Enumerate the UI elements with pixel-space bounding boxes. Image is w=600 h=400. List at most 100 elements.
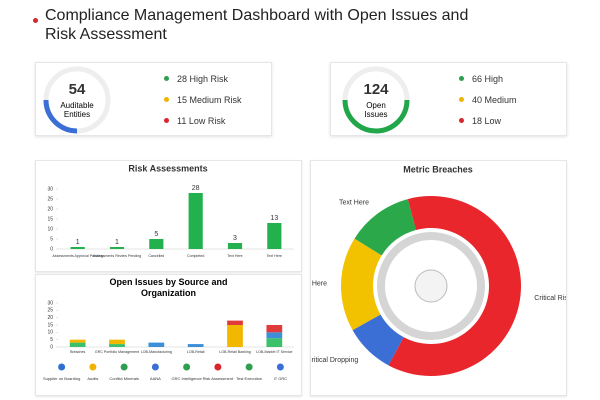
bar-segment bbox=[109, 339, 125, 345]
kpi-dot bbox=[164, 97, 169, 102]
x-tick-label: Assessments Review Pending bbox=[93, 254, 141, 258]
panel: Open Issues by Source and Organization 0… bbox=[35, 274, 302, 396]
kpi-item: 28 High Risk bbox=[164, 68, 242, 89]
x-tick-label: Completed bbox=[187, 254, 204, 258]
ring-arc bbox=[43, 99, 78, 134]
kpi-label: Auditable Entities bbox=[60, 101, 94, 119]
bar-segment bbox=[266, 338, 283, 347]
bar bbox=[227, 243, 243, 249]
kpi-item: 66 High bbox=[459, 68, 517, 89]
kpi-item-text: 18 Low bbox=[472, 115, 502, 126]
source-label: GRC Intelligence bbox=[172, 376, 203, 381]
chart-title: Open Issues by Source and Organization bbox=[109, 277, 228, 298]
kpi-item: 11 Low Risk bbox=[164, 110, 242, 131]
value-label: 3 bbox=[233, 235, 237, 242]
kpi-ring: 124 bbox=[342, 66, 410, 134]
source-icon bbox=[120, 363, 128, 371]
kpi-dot bbox=[164, 118, 169, 123]
center-icon bbox=[414, 269, 448, 303]
x-tick-label: LOB-Retail bbox=[187, 350, 205, 354]
segment-label: Critical Rising bbox=[534, 295, 566, 302]
source-icon bbox=[276, 363, 284, 371]
x-tick-label: LOB-Manufacturing bbox=[141, 350, 172, 354]
kpi-item-text: 40 Medium bbox=[472, 94, 517, 105]
source-icon bbox=[151, 363, 159, 371]
value-label: 5 bbox=[154, 231, 158, 238]
y-tick-label: 25 bbox=[47, 308, 53, 314]
source-icon bbox=[214, 363, 222, 371]
ring-arc bbox=[342, 99, 410, 134]
segment-label: Critical Dropping bbox=[311, 357, 358, 364]
panel: Metric Breaches Critical Rising Critical D… bbox=[297, 160, 577, 396]
donut-segment bbox=[388, 196, 521, 376]
kpi-list: 66 High 40 Medium 18 Low bbox=[459, 68, 517, 131]
bar-segment bbox=[69, 342, 86, 347]
y-tick-label: 20 bbox=[47, 315, 53, 321]
inner-ring bbox=[377, 232, 485, 340]
x-tick-label: LOB-Market IT Service bbox=[256, 350, 292, 354]
kpi-card: 124 Open Issues 66 High 40 Medium 18 Low bbox=[330, 62, 567, 136]
bar-segment bbox=[187, 344, 204, 347]
y-tick-label: 5 bbox=[50, 236, 53, 242]
y-tick-label: 25 bbox=[47, 196, 53, 202]
segment-label: Text Here bbox=[311, 281, 327, 288]
y-tick-label: 20 bbox=[47, 206, 53, 212]
kpi-item: 40 Medium bbox=[459, 89, 517, 110]
kpi-label: Open Issues bbox=[364, 101, 388, 119]
y-tick-label: 30 bbox=[47, 186, 53, 192]
y-tick-label: 10 bbox=[47, 226, 53, 232]
kpi-dot bbox=[459, 97, 464, 102]
kpi-item-text: 15 Medium Risk bbox=[177, 94, 242, 105]
source-label: Test Execution bbox=[236, 376, 262, 381]
y-tick-label: 5 bbox=[50, 337, 53, 343]
y-tick-label: 30 bbox=[47, 300, 53, 306]
source-icon bbox=[245, 363, 253, 371]
kpi-item-text: 11 Low Risk bbox=[177, 115, 226, 126]
bar bbox=[267, 223, 282, 249]
bar bbox=[70, 247, 85, 249]
y-tick-label: 0 bbox=[50, 246, 53, 252]
title-dot bbox=[33, 18, 38, 23]
y-tick-label: 15 bbox=[47, 322, 53, 328]
value-label: 13 bbox=[270, 215, 278, 222]
donut-segment bbox=[352, 314, 404, 366]
bar-segment bbox=[148, 342, 165, 347]
y-tick-label: 0 bbox=[50, 344, 53, 350]
source-icon bbox=[58, 363, 66, 371]
bar-chart: Risk Assessments0510152025301Assessments… bbox=[47, 163, 294, 258]
segment-label: Text Here bbox=[339, 199, 369, 206]
donut-segment bbox=[341, 238, 382, 331]
x-tick-label: Breaches bbox=[70, 350, 85, 354]
bar bbox=[188, 193, 203, 249]
kpi-dot bbox=[164, 76, 169, 81]
kpi-dot bbox=[459, 118, 464, 123]
bar bbox=[149, 239, 164, 249]
kpi-item: 15 Medium Risk bbox=[164, 89, 242, 110]
bar-segment bbox=[227, 320, 243, 325]
kpi-ring: 54 bbox=[43, 66, 111, 134]
chart-title: Risk Assessments bbox=[128, 163, 207, 173]
bar-segment bbox=[109, 344, 125, 347]
page-title: Compliance Management Dashboard with Ope… bbox=[45, 7, 469, 43]
kpi-item-text: 66 High bbox=[472, 73, 504, 84]
x-tick-label: Cancelled bbox=[148, 254, 164, 258]
bar-segment bbox=[69, 339, 86, 343]
x-tick-label: LOB-Retail Banking bbox=[219, 350, 251, 354]
y-tick-label: 10 bbox=[47, 330, 53, 336]
kpi-card: 54 Auditable Entities 28 High Risk 15 Med… bbox=[35, 62, 272, 136]
source-icon bbox=[183, 363, 191, 371]
value-label: 1 bbox=[115, 239, 119, 246]
source-label: IT GRC bbox=[274, 376, 288, 381]
value-label: 28 bbox=[192, 185, 200, 192]
kpi-item: 18 Low bbox=[459, 110, 517, 131]
kpi-item-text: 28 High Risk bbox=[177, 73, 229, 84]
bar bbox=[109, 247, 125, 249]
donut-chart: Metric Breaches Critical Rising Critical D… bbox=[297, 164, 577, 376]
source-label: Risk Assessment bbox=[203, 376, 234, 381]
source-icon bbox=[89, 363, 97, 371]
x-tick-label: Text Here bbox=[267, 254, 282, 258]
panel: Risk Assessments 0 5 10 15 20 25 30 1 Assessments… bbox=[35, 160, 302, 272]
bar-segment bbox=[227, 325, 243, 347]
